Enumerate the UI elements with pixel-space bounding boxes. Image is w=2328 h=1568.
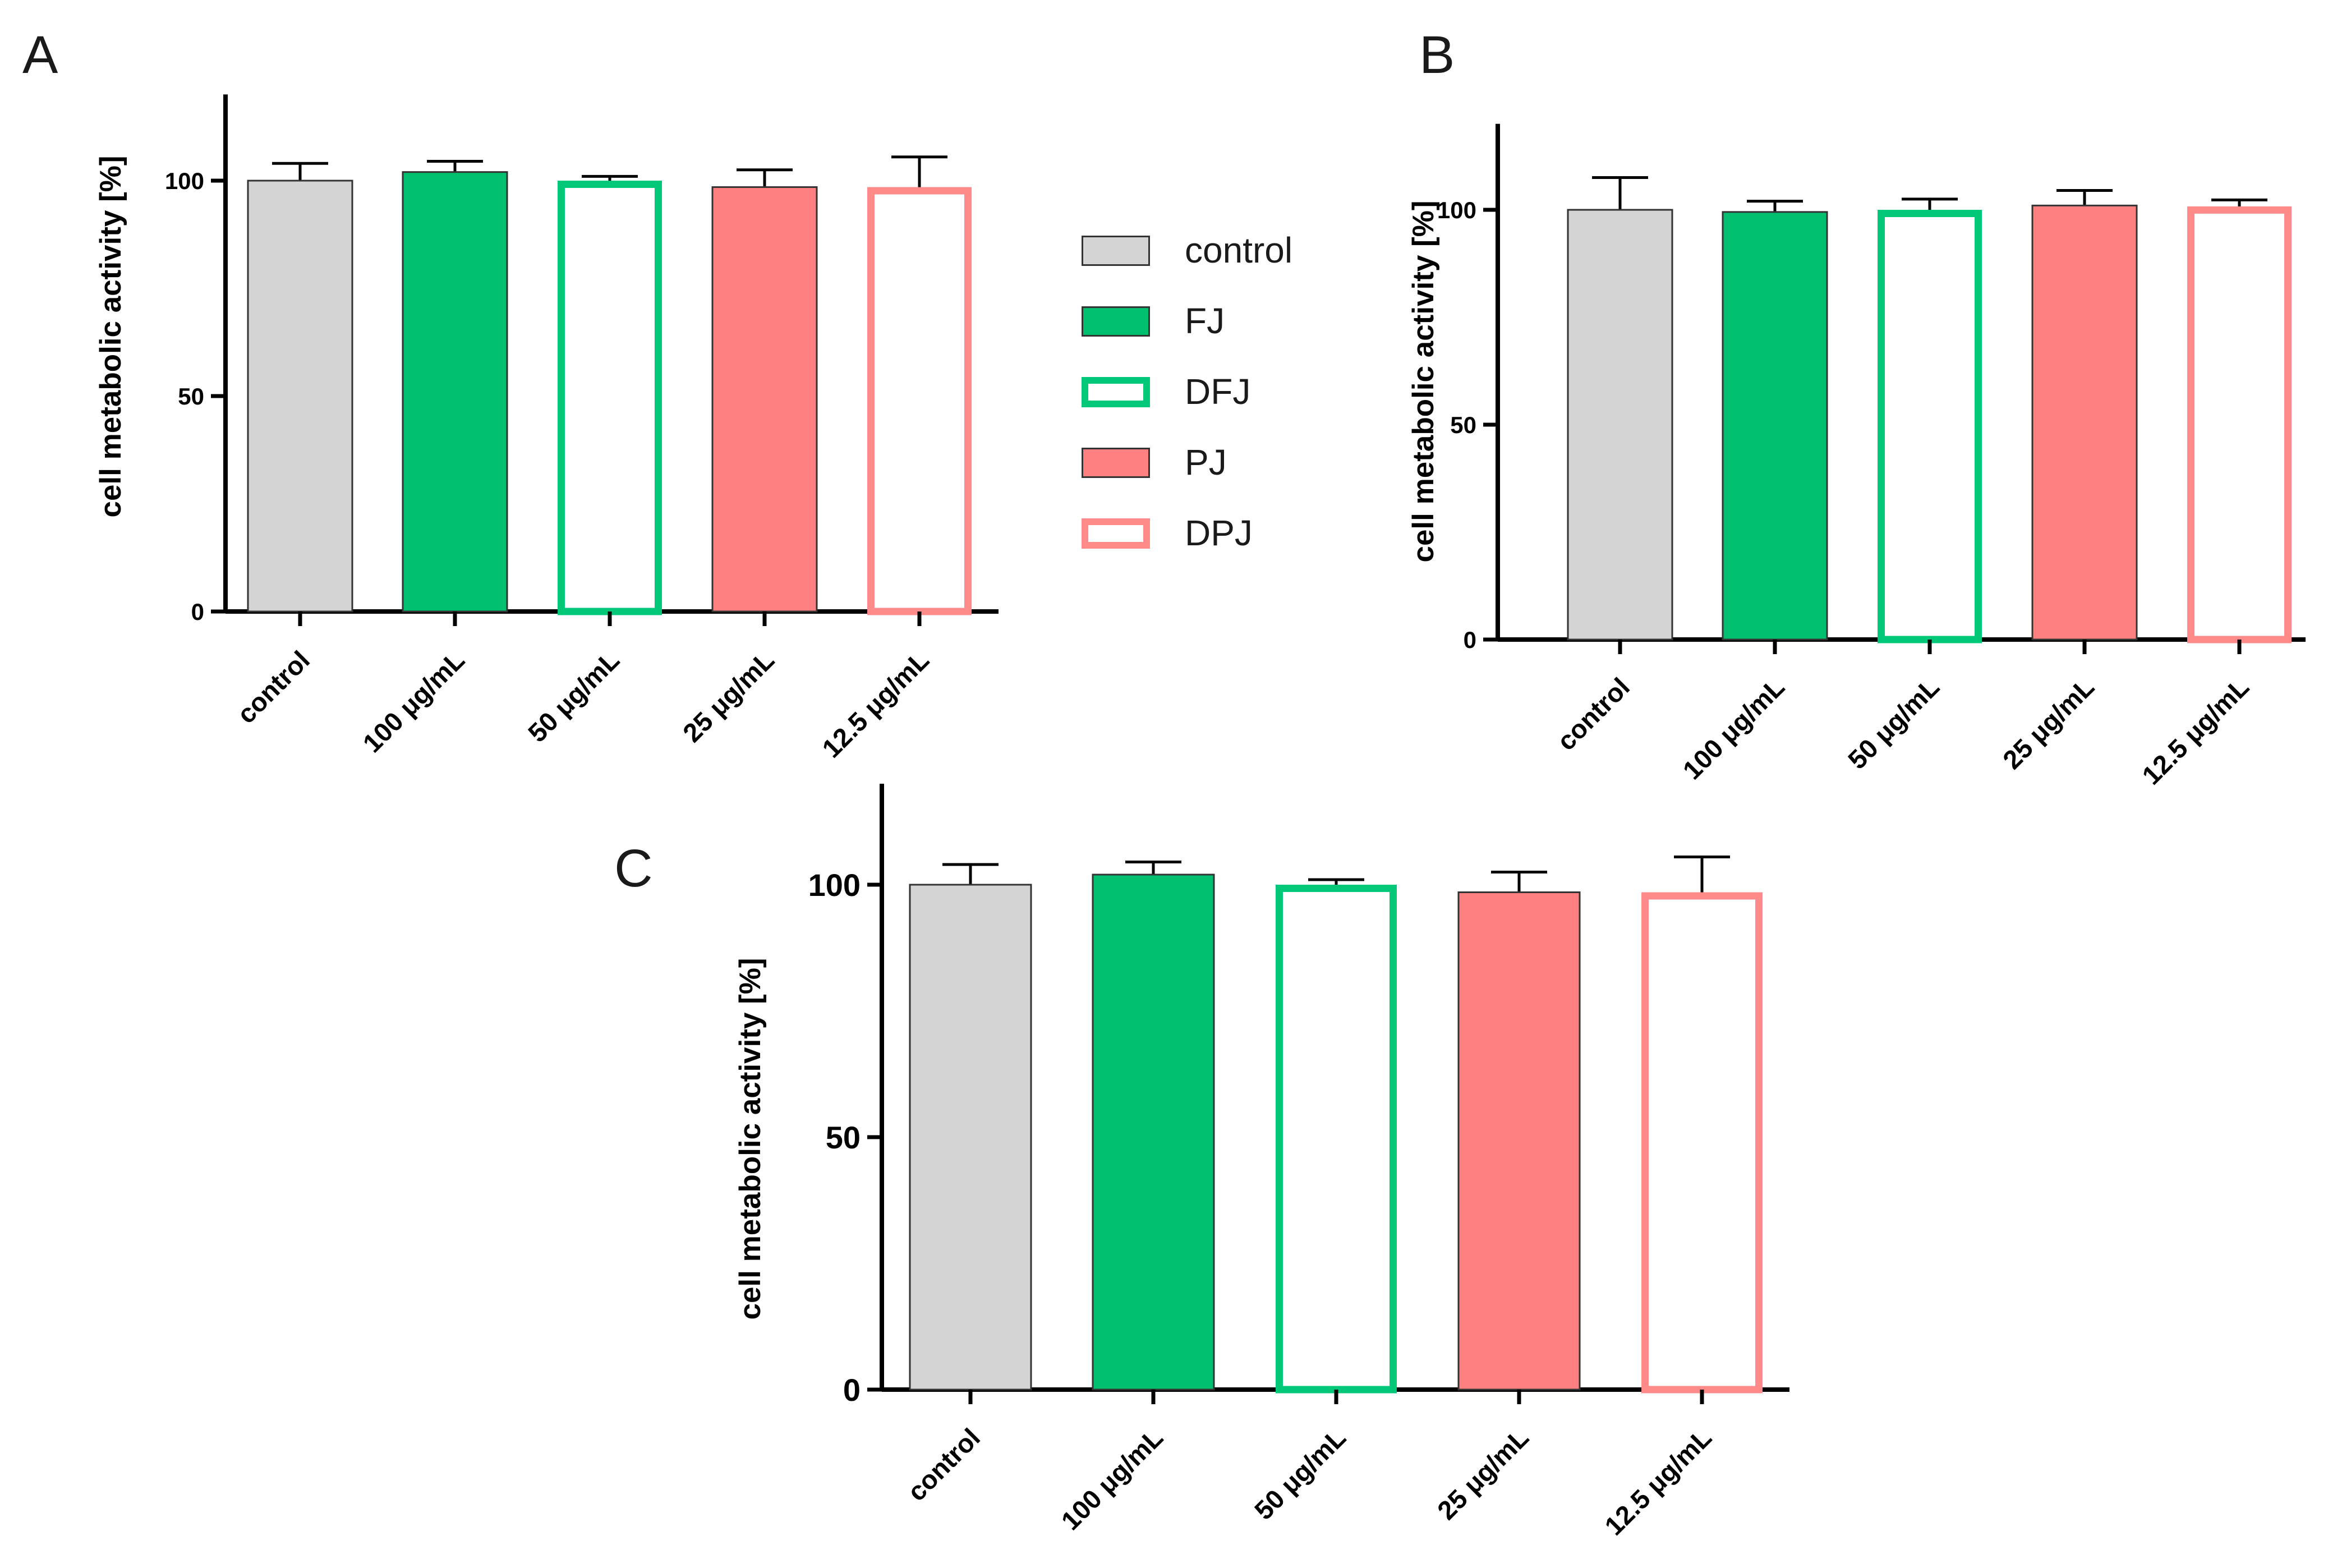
x-tick-label: 25 μg/mL (677, 645, 780, 748)
bar-pj (2031, 204, 2138, 641)
bar-pj (1457, 891, 1581, 1391)
x-tick-label: 25 μg/mL (1432, 1423, 1534, 1525)
y-tick-label: 100 (808, 867, 861, 903)
y-tick-label: 50 (1450, 412, 1476, 438)
panel-letter: A (22, 25, 58, 85)
legend-swatch (1082, 518, 1150, 549)
legend-label: DFJ (1185, 371, 1250, 412)
x-tick-label: 25 μg/mL (1997, 672, 2100, 775)
legend: control FJ DFJ PJ DPJ (1082, 230, 1292, 553)
x-tick-label: 12.5 μg/mL (1599, 1423, 1717, 1541)
bar-dfj (1276, 885, 1397, 1394)
bar-dfj (558, 181, 662, 615)
y-axis-label: cell metabolic activity [%] (94, 155, 127, 517)
panel-c: C 0 50 100 cell metabolic activity [%] contro… (614, 784, 1789, 1541)
y-tick-label: 50 (826, 1120, 861, 1155)
y-tick-label: 100 (1437, 197, 1476, 223)
legend-label: PJ (1185, 442, 1227, 482)
panel-a: A 0 50 100 cell metabolic activity [%] contro… (22, 25, 999, 764)
legend-swatch (1082, 306, 1150, 337)
x-tick-label: 50 μg/mL (522, 645, 625, 748)
panel-letter: B (1419, 25, 1455, 85)
y-tick-label: 0 (1464, 627, 1476, 653)
panel-letter: C (614, 839, 653, 898)
x-tick-label: 100 μg/mL (1055, 1423, 1168, 1536)
y-axis-label: cell metabolic activity [%] (734, 958, 767, 1319)
x-tick-label: 12.5 μg/mL (816, 645, 935, 764)
bar-pj (711, 186, 818, 613)
x-tick-label: 100 μg/mL (1677, 672, 1790, 785)
bar-control (1567, 209, 1673, 641)
bar-fj (1722, 211, 1828, 641)
x-tick-label: 100 μg/mL (357, 645, 470, 758)
legend-swatch (1082, 236, 1150, 266)
x-tick-label: 50 μg/mL (1842, 672, 1945, 775)
y-axis-label: cell metabolic activity [%] (1407, 200, 1440, 562)
legend-label: control (1185, 230, 1292, 270)
bar-fj (402, 171, 508, 613)
x-tick-label: control (901, 1423, 986, 1507)
x-tick-label: 50 μg/mL (1249, 1423, 1351, 1525)
x-tick-label: control (1551, 672, 1635, 756)
bar-control (909, 884, 1032, 1391)
y-tick-label: 0 (843, 1372, 861, 1408)
legend-label: FJ (1185, 301, 1225, 341)
bar-dpj (1641, 892, 1763, 1394)
bar-dpj (2187, 206, 2292, 643)
bar-dfj (1878, 210, 1982, 643)
y-tick-label: 50 (178, 383, 204, 410)
legend-label: DPJ (1185, 513, 1253, 553)
y-tick-label: 100 (165, 168, 204, 194)
x-tick-label: control (231, 645, 315, 729)
legend-swatch (1082, 377, 1150, 407)
y-tick-label: 0 (191, 599, 204, 625)
x-tick-label: 12.5 μg/mL (2136, 672, 2255, 790)
legend-swatch (1082, 448, 1150, 478)
bar-dpj (867, 187, 972, 615)
bar-fj (1092, 873, 1215, 1391)
bar-control (247, 180, 353, 613)
